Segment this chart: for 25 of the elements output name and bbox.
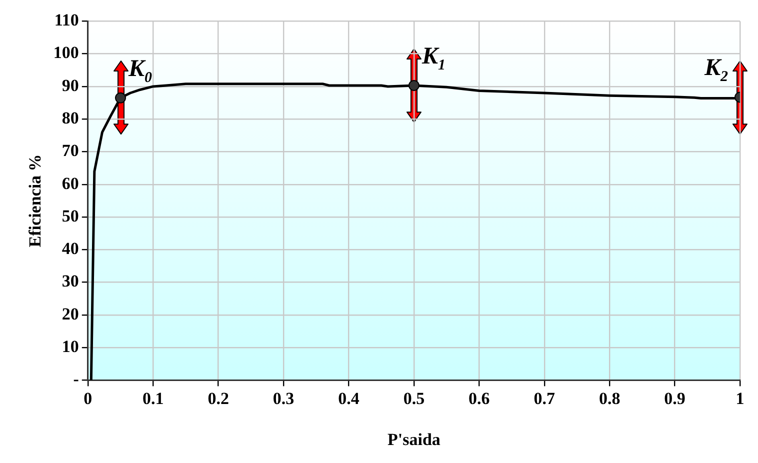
x-tick-label: 0 [84, 388, 92, 408]
y-tick-label: 10 [62, 336, 79, 356]
x-tick-label: 0.1 [142, 388, 164, 408]
x-tick-label: 0.5 [403, 388, 425, 408]
x-tick-label: 0.2 [208, 388, 229, 408]
x-axis-title: P'saida [387, 430, 441, 450]
y-tick-label: 70 [62, 141, 79, 160]
y-tick-label: 100 [53, 43, 79, 62]
x-tick-label: 0.8 [598, 388, 620, 408]
x-tick-label: 1 [736, 388, 744, 408]
y-tick-label: 40 [62, 239, 79, 258]
x-tick-label: 0.3 [272, 388, 294, 408]
y-tick-label: - [73, 370, 80, 389]
x-tick-label: 0.4 [338, 388, 360, 408]
x-tick-label: 0.9 [664, 388, 686, 408]
y-tick-label: 110 [54, 10, 79, 30]
y-tick-label: 30 [62, 272, 79, 291]
y-tick-label: 90 [62, 76, 79, 95]
x-tick-label: 0.7 [534, 388, 556, 408]
y-axis-title: Eficiencia % [26, 154, 45, 248]
y-tick-label: 20 [62, 304, 79, 324]
y-tick-label: 50 [62, 206, 79, 226]
y-tick-label: 80 [62, 108, 79, 128]
x-tick-label: 0.6 [468, 388, 490, 408]
y-tick-label: 60 [62, 174, 79, 193]
